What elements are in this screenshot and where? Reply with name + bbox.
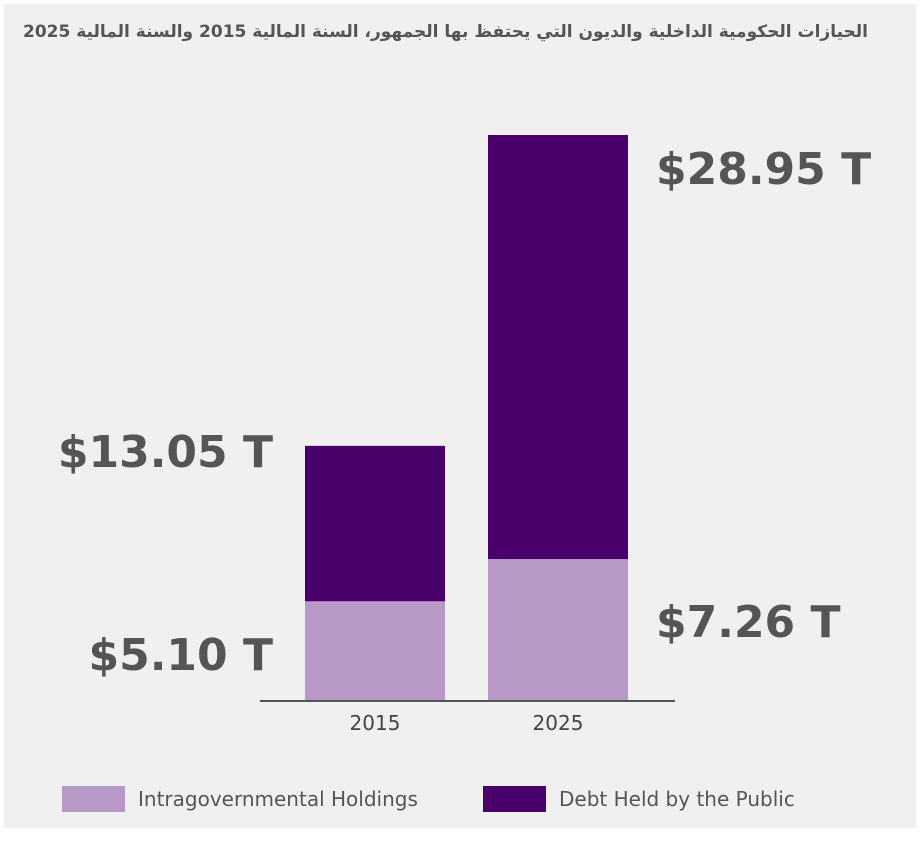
data-label-2025-total: $28.95 T	[656, 144, 871, 195]
x-tick-label-2015: 2015	[350, 711, 401, 735]
legend-label-public: Debt Held by the Public	[559, 787, 795, 811]
chart-card: الحيازات الحكومية الداخلية والديون التي …	[4, 4, 916, 828]
legend-swatch-intragovernmental	[62, 786, 125, 812]
data-label-2015-intragovernmental: $5.10 T	[88, 630, 273, 681]
x-tick-label-2025: 2025	[533, 711, 584, 735]
data-label-2025-intragovernmental: $7.26 T	[656, 597, 841, 648]
bar-2025-intragovernmental	[488, 559, 628, 701]
bar-2025-public	[488, 135, 628, 560]
chart-title: الحيازات الحكومية الداخلية والديون التي …	[23, 22, 868, 42]
legend-label-intragovernmental: Intragovernmental Holdings	[138, 787, 418, 811]
data-label-2015-total: $13.05 T	[58, 427, 273, 478]
bar-2015-public	[305, 445, 445, 602]
bar-2015-intragovernmental	[305, 601, 445, 701]
legend-swatch-public	[483, 786, 546, 812]
